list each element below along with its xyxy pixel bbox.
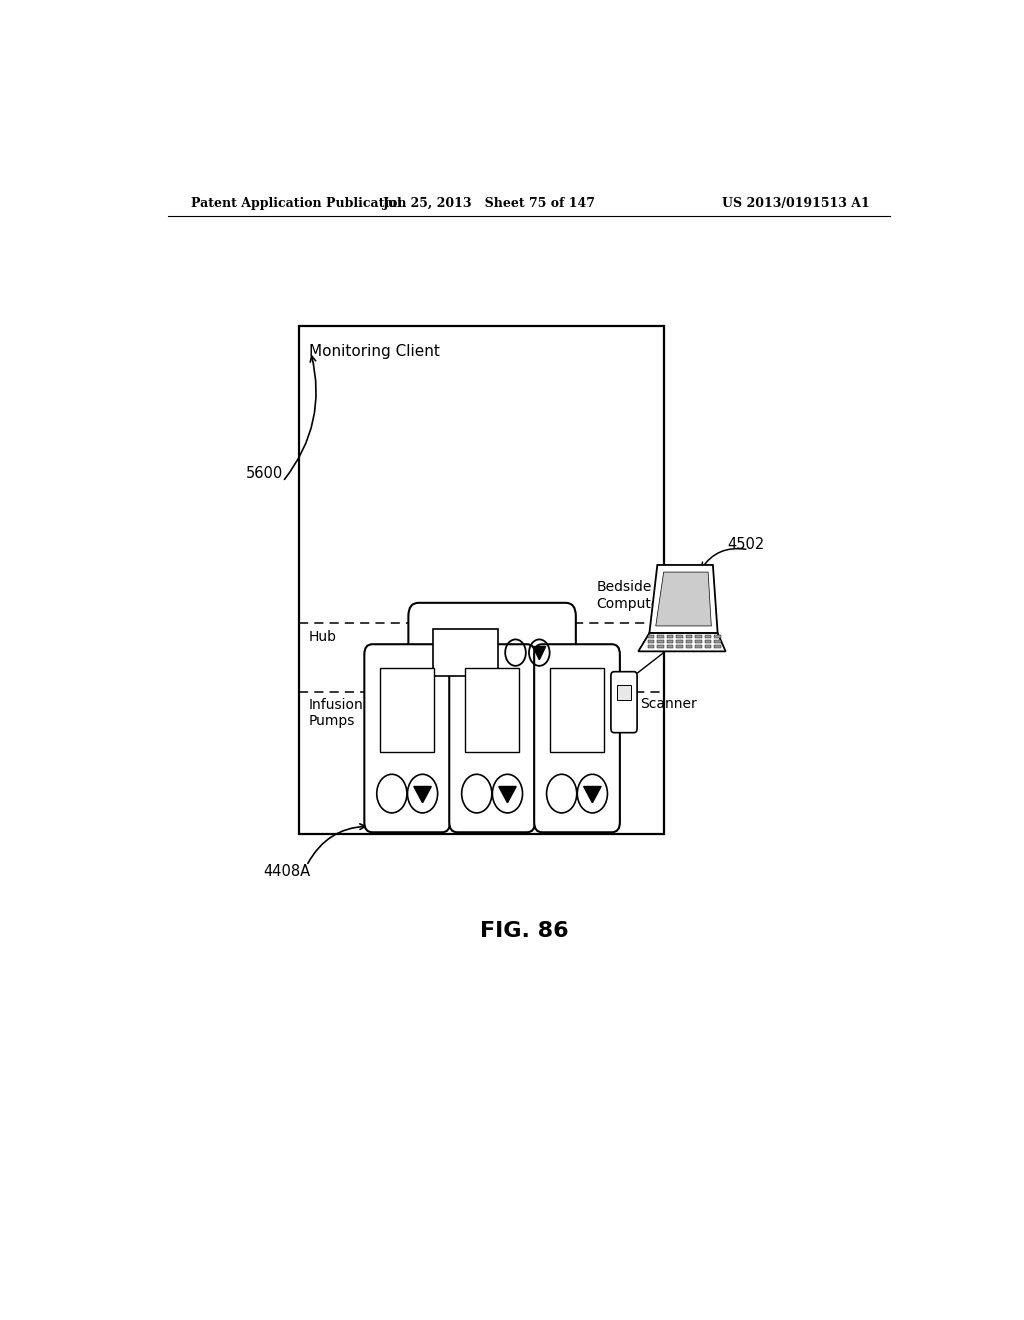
Bar <box>667 640 673 643</box>
Text: Jul. 25, 2013   Sheet 75 of 147: Jul. 25, 2013 Sheet 75 of 147 <box>383 197 596 210</box>
Bar <box>433 630 498 676</box>
Polygon shape <box>638 634 726 651</box>
Bar <box>705 635 712 638</box>
Bar <box>677 645 683 648</box>
Polygon shape <box>655 572 712 626</box>
Text: US 2013/0191513 A1: US 2013/0191513 A1 <box>722 197 870 210</box>
Text: Monitoring Client: Monitoring Client <box>309 345 440 359</box>
Text: FIG. 86: FIG. 86 <box>480 921 569 941</box>
FancyBboxPatch shape <box>409 603 575 702</box>
Bar <box>677 640 683 643</box>
Polygon shape <box>499 787 516 803</box>
Bar <box>657 635 664 638</box>
Bar <box>550 668 604 751</box>
Bar <box>380 668 434 751</box>
Bar <box>617 685 631 700</box>
Bar <box>715 640 721 643</box>
Bar <box>695 640 701 643</box>
FancyBboxPatch shape <box>535 644 620 833</box>
Bar <box>465 668 519 751</box>
FancyBboxPatch shape <box>611 672 637 733</box>
Bar <box>686 645 692 648</box>
Text: 5600: 5600 <box>246 466 283 480</box>
Bar <box>648 640 654 643</box>
Bar <box>705 640 712 643</box>
Bar <box>648 645 654 648</box>
Polygon shape <box>649 565 718 634</box>
FancyBboxPatch shape <box>365 644 450 833</box>
Bar <box>667 645 673 648</box>
Text: Infusion
Pumps: Infusion Pumps <box>309 698 364 729</box>
Bar <box>715 635 721 638</box>
Bar <box>686 640 692 643</box>
Bar <box>648 635 654 638</box>
Text: Patent Application Publication: Patent Application Publication <box>191 197 407 210</box>
Text: Bedside
Computer: Bedside Computer <box>596 581 666 611</box>
FancyBboxPatch shape <box>450 644 535 833</box>
Bar <box>299 326 664 834</box>
Bar <box>705 645 712 648</box>
Bar <box>695 645 701 648</box>
Bar <box>667 635 673 638</box>
Bar <box>715 645 721 648</box>
Text: 4408A: 4408A <box>263 865 310 879</box>
Text: Scanner: Scanner <box>640 697 696 711</box>
Bar <box>686 635 692 638</box>
Polygon shape <box>584 787 601 803</box>
Text: Hub: Hub <box>309 630 337 644</box>
Bar <box>695 635 701 638</box>
Polygon shape <box>414 787 431 803</box>
Polygon shape <box>532 647 546 660</box>
Text: 4502: 4502 <box>727 537 765 552</box>
Bar <box>657 640 664 643</box>
Bar <box>657 645 664 648</box>
Bar <box>677 635 683 638</box>
